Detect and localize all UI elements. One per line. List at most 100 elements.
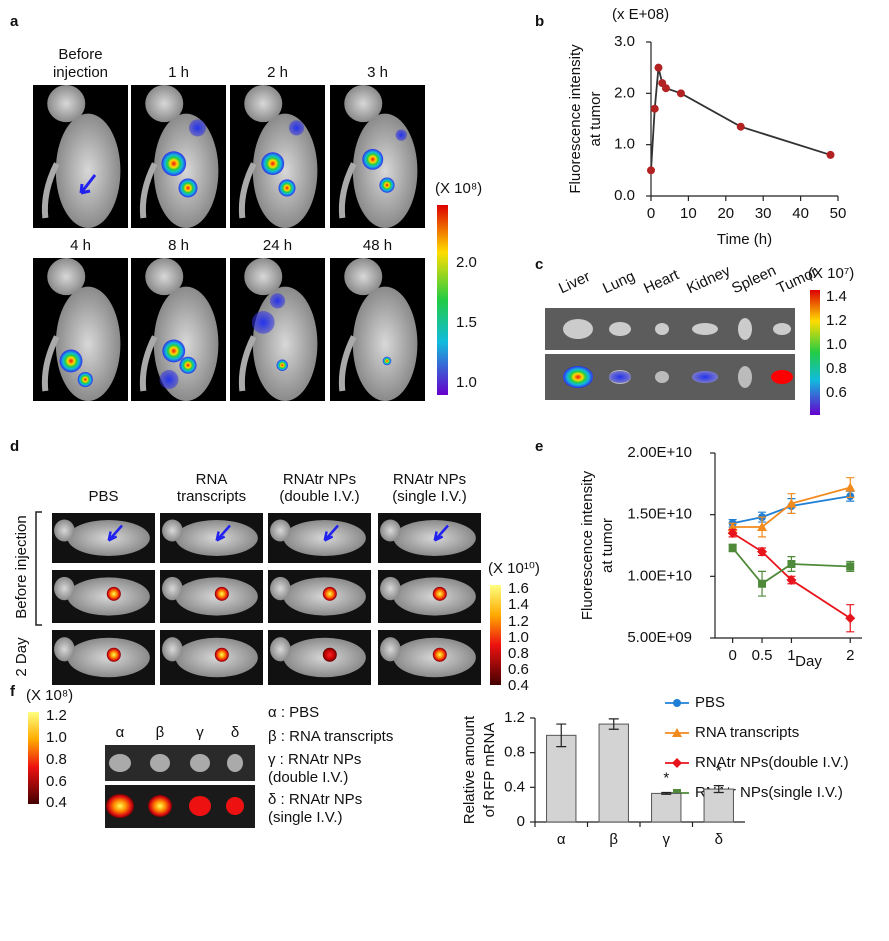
data-point: [647, 166, 655, 175]
mouse-image: [378, 570, 481, 623]
group-label: PBS: [88, 488, 118, 505]
time-label: Before: [58, 46, 102, 63]
mouse-image: [52, 630, 155, 685]
mouse-leg: [238, 335, 257, 392]
colorbar-unit: (X 10⁷): [808, 265, 854, 282]
legend-label: PBS: [695, 694, 725, 711]
colorbar-tick-label: 1.2: [826, 312, 847, 329]
signal: [214, 647, 229, 662]
data-point: [650, 104, 659, 113]
mouse-image: [160, 570, 263, 623]
legend-text: γ : RNAtr NPs: [268, 751, 361, 768]
group-label: (double I.V.): [279, 488, 359, 505]
time-label: 8 h: [168, 237, 189, 254]
mouse-image: [378, 630, 481, 685]
mouse-leg: [338, 335, 357, 392]
organ-label: Liver: [556, 268, 593, 297]
mouse-body: [252, 113, 318, 228]
x-tick-label: γ: [663, 831, 671, 848]
mouse-head: [344, 85, 383, 123]
legend-label: RNAtr NPs(double I.V.): [695, 754, 849, 771]
y-axis-label: Fluorescence intensity: [567, 44, 584, 194]
error-bar: [661, 791, 672, 795]
signal: [106, 586, 121, 601]
bar: [546, 734, 577, 823]
arrow: [215, 524, 231, 542]
organ: [738, 318, 752, 340]
colorbar-tick-label: 1.4: [508, 596, 529, 613]
group-label: (single I.V.): [392, 488, 466, 505]
panel-letter: f: [10, 683, 16, 700]
legend-marker: [673, 699, 681, 707]
mouse-head: [162, 519, 183, 542]
y-tick-label: 5.00E+09: [627, 629, 692, 646]
mouse-leg: [139, 335, 158, 392]
mouse-head: [380, 519, 401, 542]
signal: [771, 370, 793, 384]
panel-letter: e: [535, 438, 543, 455]
x-tick-label: β: [609, 831, 618, 848]
row-label: Before injection: [13, 515, 30, 618]
mouse-head: [270, 519, 291, 542]
signal: [178, 178, 198, 198]
mouse-image: [131, 258, 226, 401]
y-axis-label: Fluorescence intensity: [579, 470, 596, 620]
error-bar: [608, 718, 619, 730]
legend-text: α : PBS: [268, 704, 319, 721]
mouse-image: [160, 513, 263, 563]
signal: [395, 129, 407, 141]
data-point: [727, 522, 738, 531]
unit-label: (x E+08): [612, 6, 669, 23]
mouse-image: [268, 630, 371, 685]
x-axis-label: Time (h): [717, 231, 772, 248]
mouse-body: [252, 286, 318, 401]
y-tick-label: 2.0: [614, 84, 635, 101]
data-point: [654, 63, 663, 72]
data-point: [676, 89, 685, 98]
colorbar-tick-label: 1.2: [46, 707, 67, 724]
colorbar-tick-label: 1.0: [508, 629, 529, 646]
colorbar-tick-label: 1.6: [508, 580, 529, 597]
legend-text: (single I.V.): [268, 809, 342, 826]
y-axis-label: at tumor: [587, 91, 604, 146]
mouse-head: [162, 576, 183, 601]
legend-text: β : RNA transcripts: [268, 728, 393, 745]
data-point: [757, 522, 768, 531]
mouse-image: [330, 85, 425, 228]
mouse-head: [380, 576, 401, 601]
signal: [77, 371, 93, 388]
mouse-head: [54, 519, 75, 542]
legend-text: δ : RNAtr NPs: [268, 791, 362, 808]
x-axis-label: Day: [795, 653, 822, 670]
organ: [738, 366, 752, 388]
signal: [106, 647, 121, 662]
colorbar-tick-label: 0.4: [508, 677, 529, 694]
y-tick-label: 1.2: [504, 709, 525, 726]
y-axis-label: of RFP mRNA: [481, 723, 498, 818]
signal: [188, 119, 207, 137]
bracket: [35, 511, 42, 626]
y-tick-label: 0: [517, 813, 525, 830]
signal: [59, 349, 83, 373]
signal: [276, 359, 288, 371]
mouse-image: [52, 570, 155, 623]
panel-letter: b: [535, 13, 544, 30]
data-point: [758, 579, 767, 588]
signal: [261, 152, 285, 176]
data-point: [727, 528, 738, 539]
mouse-image: [230, 85, 325, 228]
data-point: [787, 560, 796, 568]
x-tick-label: 10: [680, 205, 697, 222]
tumor: [190, 754, 210, 772]
colorbar: [28, 712, 39, 804]
organ-label: Lung: [600, 268, 637, 298]
panel-letter: a: [10, 13, 19, 30]
mouse-image: [131, 85, 226, 228]
x-tick-label: 0: [728, 647, 736, 664]
signal: [269, 293, 286, 309]
y-tick-label: 2.00E+10: [627, 444, 692, 461]
group-label: RNA: [196, 471, 228, 488]
signal: [161, 151, 187, 176]
y-axis-label: at tumor: [599, 518, 616, 573]
